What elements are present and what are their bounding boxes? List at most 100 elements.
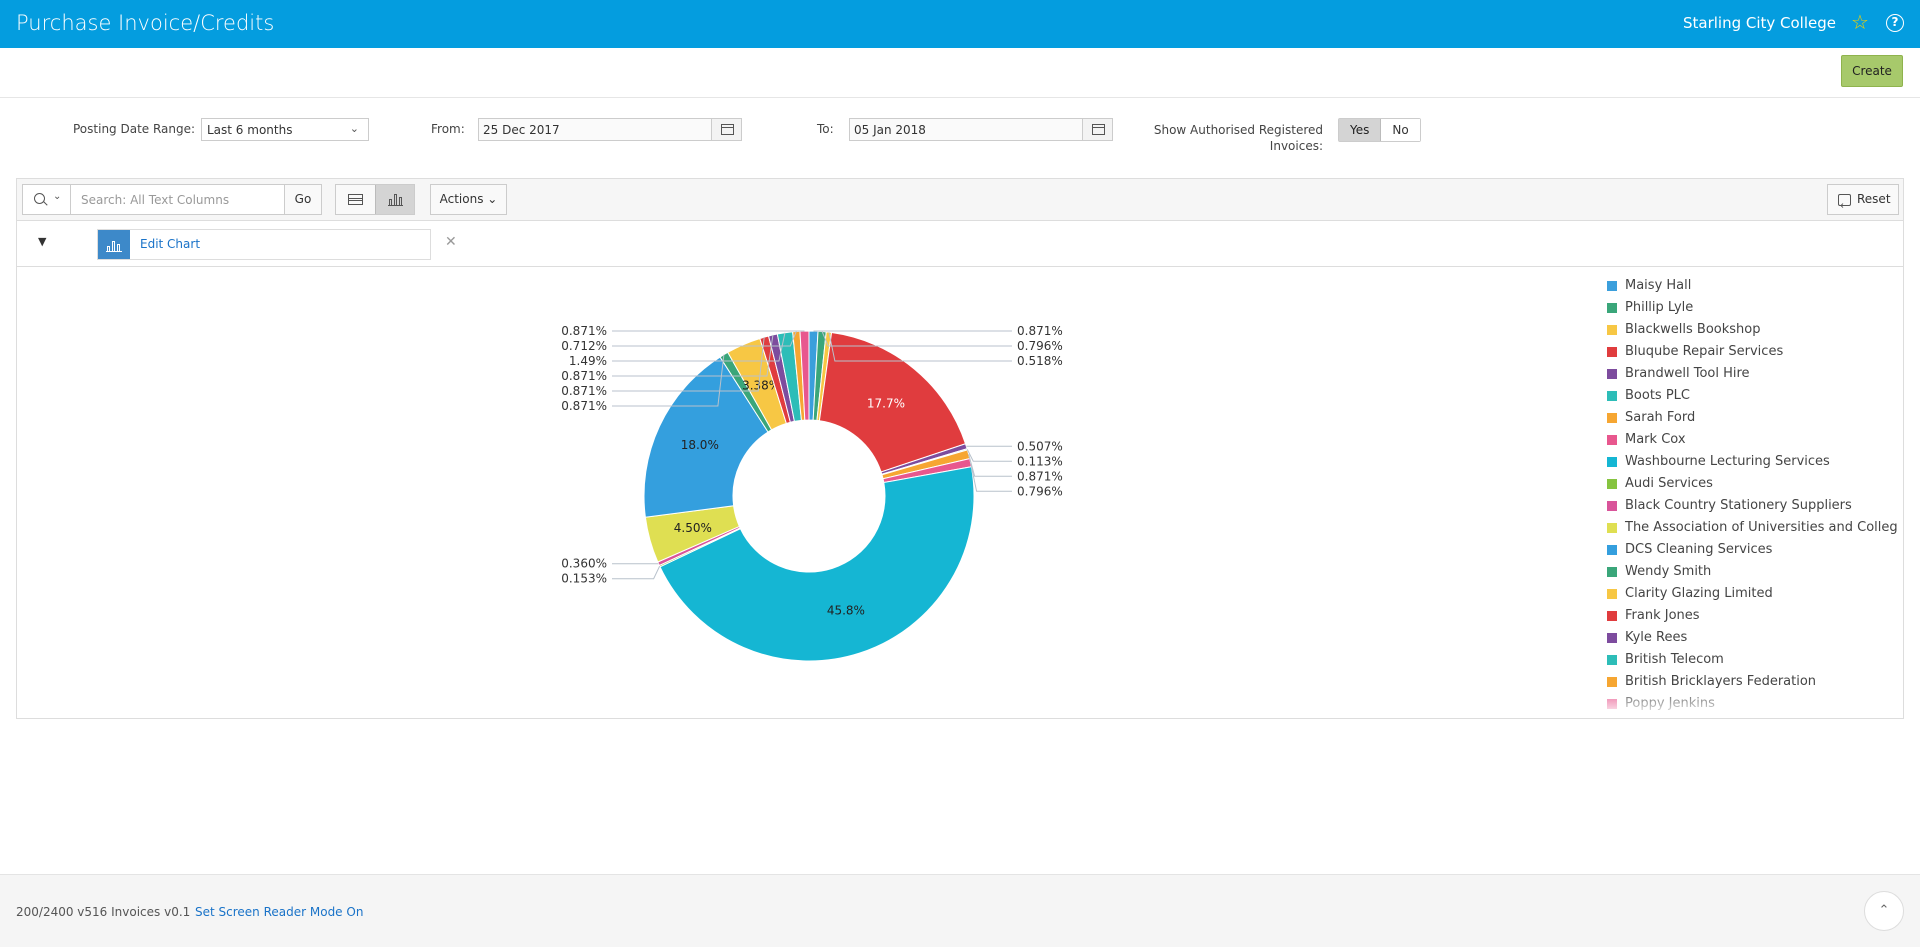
slice-label: 0.871% [561, 369, 607, 383]
no-option[interactable]: No [1381, 119, 1420, 141]
report-toolbar: ⌄ Search: All Text Columns Go Actions ⌄ … [17, 179, 1903, 221]
legend-item[interactable]: The Association of Universities and Coll… [1607, 519, 1897, 541]
page-footer: 200/2400 v516 Invoices v0.1 Set Screen R… [0, 874, 1920, 947]
legend-item[interactable]: Blackwells Bookshop [1607, 321, 1897, 343]
calendar-icon[interactable] [711, 119, 741, 140]
legend-item[interactable]: Frank Jones [1607, 607, 1897, 629]
posting-date-range-value: Last 6 months [207, 123, 293, 137]
legend-item[interactable]: Sarah Ford [1607, 409, 1897, 431]
legend-item[interactable]: DCS Cleaning Services [1607, 541, 1897, 563]
legend-label: Maisy Hall [1625, 278, 1692, 293]
create-button[interactable]: Create [1841, 55, 1903, 87]
legend-swatch [1607, 325, 1617, 335]
legend-swatch [1607, 281, 1617, 291]
screen-reader-mode-link[interactable]: Set Screen Reader Mode On [195, 905, 364, 919]
label-leader-line [828, 332, 1012, 362]
yes-option[interactable]: Yes [1339, 119, 1382, 141]
legend-item[interactable]: Washbourne Lecturing Services [1607, 453, 1897, 475]
scroll-to-top-button[interactable]: ⌃ [1864, 891, 1904, 931]
label-leader-line [970, 462, 1012, 492]
help-icon[interactable]: ? [1886, 14, 1904, 32]
legend-swatch [1607, 545, 1617, 555]
pie-chart: 17.7%45.8%4.50%18.0%3.38%0.871%0.796%0.5… [561, 324, 1063, 662]
legend-swatch [1607, 457, 1617, 467]
legend-swatch [1607, 303, 1617, 313]
legend-swatch [1607, 611, 1617, 621]
actions-label: Actions [439, 192, 484, 206]
actions-menu-button[interactable]: Actions ⌄ [430, 184, 507, 215]
show-authorised-label-line2: Invoices: [1269, 139, 1323, 153]
legend-swatch [1607, 523, 1617, 533]
slice-label: 45.8% [827, 604, 865, 618]
legend-item[interactable]: Boots PLC [1607, 387, 1897, 409]
legend-item[interactable]: Phillip Lyle [1607, 299, 1897, 321]
remove-chart-icon[interactable]: ✕ [445, 234, 457, 250]
slice-label: 0.796% [1017, 484, 1063, 498]
slice-label: 0.113% [1017, 454, 1063, 468]
legend-label: DCS Cleaning Services [1625, 542, 1773, 557]
grid-view-button[interactable] [336, 185, 375, 214]
from-date-field[interactable]: 25 Dec 2017 [478, 118, 742, 141]
slice-label: 0.871% [561, 324, 607, 338]
label-leader-line [821, 331, 1012, 347]
legend-label: Wendy Smith [1625, 564, 1712, 579]
legend-item[interactable]: Kyle Rees [1607, 629, 1897, 651]
collapse-toggle-icon[interactable]: ▼ [38, 235, 47, 248]
legend-item[interactable]: Wendy Smith [1607, 563, 1897, 585]
go-button[interactable]: Go [284, 185, 321, 214]
reset-button[interactable]: Reset [1827, 184, 1899, 220]
legend-label: Clarity Glazing Limited [1625, 586, 1773, 601]
star-icon[interactable]: ☆ [1851, 10, 1869, 34]
legend-item[interactable]: Brandwell Tool Hire [1607, 365, 1897, 387]
slice-label: 1.49% [569, 354, 607, 368]
legend-swatch [1607, 501, 1617, 511]
label-leader-line [612, 334, 774, 377]
legend-label: British Telecom [1625, 652, 1724, 667]
slice-label: 0.871% [561, 384, 607, 398]
slice-label: 0.796% [1017, 339, 1063, 353]
legend-swatch [1607, 347, 1617, 357]
legend-item[interactable]: Audi Services [1607, 475, 1897, 497]
page-title: Purchase Invoice/Credits [16, 11, 275, 35]
search-column-picker[interactable]: ⌄ [23, 185, 71, 214]
legend-item[interactable]: Maisy Hall [1607, 277, 1897, 299]
bar-chart-icon [98, 230, 130, 259]
slice-label: 0.871% [561, 399, 607, 413]
pie-slice[interactable] [643, 356, 769, 518]
legend-label: The Association of Universities and Coll… [1625, 520, 1897, 535]
legend-item[interactable]: Clarity Glazing Limited [1607, 585, 1897, 607]
to-date-field[interactable]: 05 Jan 2018 [849, 118, 1113, 141]
legend-item[interactable]: Black Country Stationery Suppliers [1607, 497, 1897, 519]
legend-label: Frank Jones [1625, 608, 1700, 623]
legend-item[interactable]: British Bricklayers Federation [1607, 673, 1897, 695]
label-leader-line [966, 449, 1012, 462]
legend-swatch [1607, 677, 1617, 687]
legend-item[interactable]: British Telecom [1607, 651, 1897, 673]
slice-label: 0.871% [1017, 469, 1063, 483]
slice-label: 0.712% [561, 339, 607, 353]
report-search: ⌄ Search: All Text Columns Go [22, 184, 322, 215]
legend-item[interactable]: Mark Cox [1607, 431, 1897, 453]
view-switcher [335, 184, 415, 215]
label-leader-line [968, 454, 1012, 477]
legend-item[interactable]: Bluqube Repair Services [1607, 343, 1897, 365]
legend-label: Bluqube Repair Services [1625, 344, 1784, 359]
pie-slice[interactable] [818, 331, 967, 473]
organization-name[interactable]: Starling City College [1682, 14, 1836, 32]
legend-label: Sarah Ford [1625, 410, 1696, 425]
posting-date-range-select[interactable]: Last 6 months ⌄ [201, 118, 369, 141]
chart-view-button[interactable] [375, 185, 414, 214]
search-input[interactable]: Search: All Text Columns [81, 193, 230, 207]
slice-label: 0.360% [561, 557, 607, 571]
edit-chart-button[interactable]: Edit Chart [97, 229, 431, 260]
posting-date-range-label: Posting Date Range: [73, 122, 196, 136]
slice-label: 0.871% [1017, 324, 1063, 338]
show-authorised-toggle: Yes No [1338, 118, 1421, 142]
app-header: Purchase Invoice/Credits Starling City C… [0, 0, 1920, 48]
label-leader-line [612, 565, 661, 580]
pie-slice[interactable] [659, 466, 975, 662]
calendar-icon[interactable] [1082, 119, 1112, 140]
label-leader-line [612, 354, 725, 407]
show-authorised-label: Show Authorised Registered Invoices: [1140, 122, 1323, 154]
chart-legend: Maisy Hall Phillip Lyle Blackwells Booksho… [1607, 277, 1897, 717]
